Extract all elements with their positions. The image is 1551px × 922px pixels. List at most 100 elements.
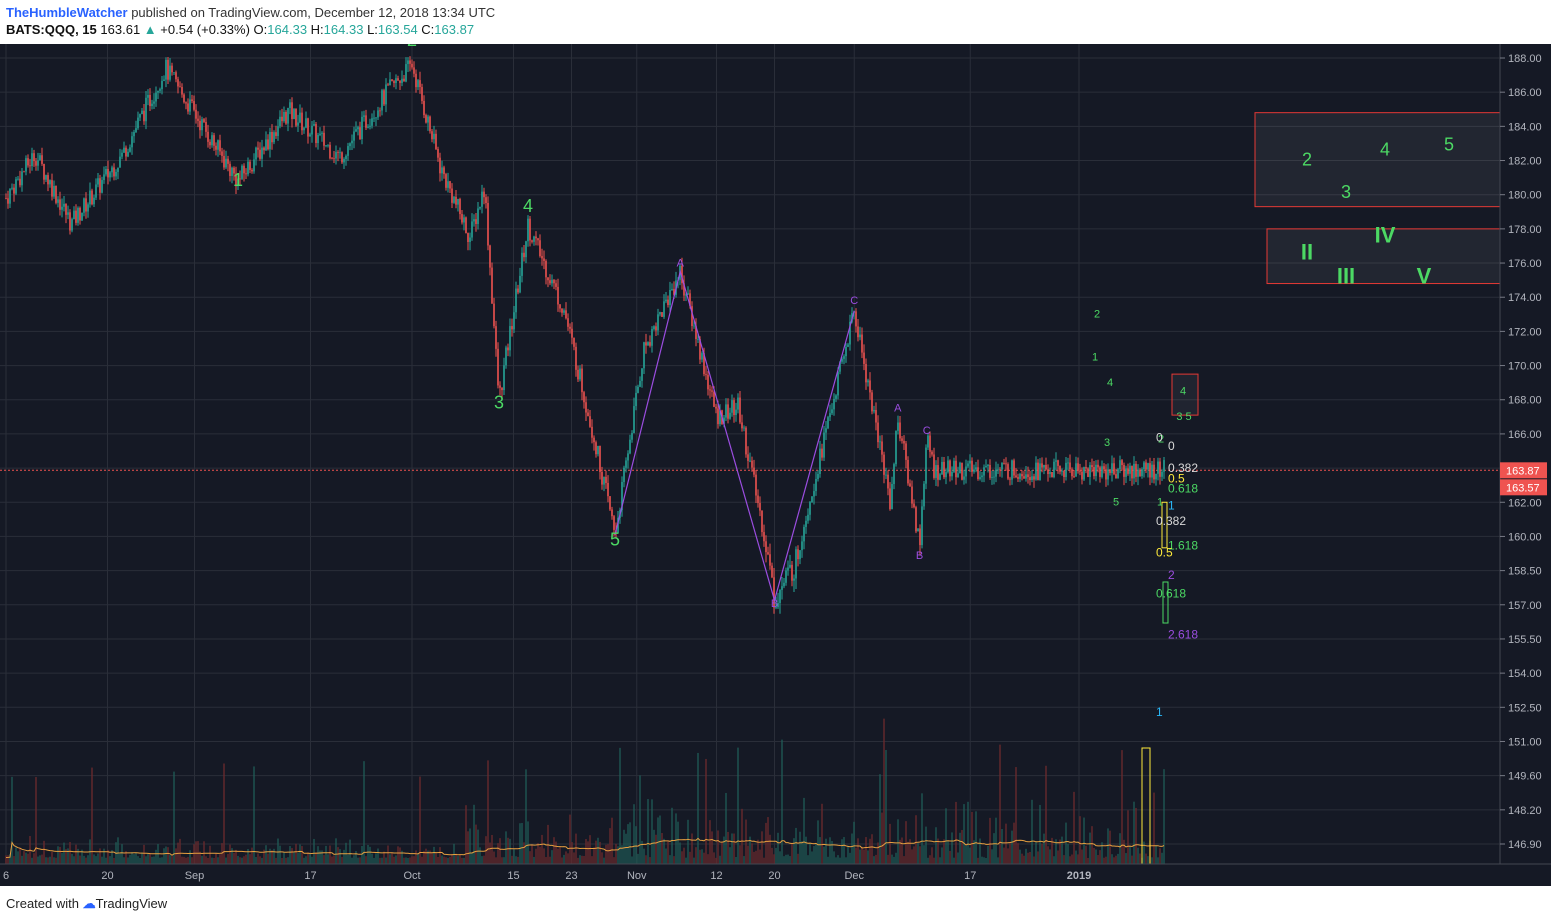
created-text: Created with xyxy=(6,896,79,911)
candle-body xyxy=(41,155,43,164)
volume-bar xyxy=(971,811,973,864)
volume-bar xyxy=(693,857,695,864)
candle-body xyxy=(707,374,709,390)
volume-bar xyxy=(233,852,235,864)
volume-bar xyxy=(141,852,143,864)
volume-bar xyxy=(791,843,793,864)
candle-body xyxy=(423,100,425,116)
volume-bar xyxy=(955,801,957,864)
candle-body xyxy=(383,90,385,105)
volume-bar xyxy=(37,856,39,864)
volume-bar xyxy=(609,828,611,864)
candle-body xyxy=(243,165,245,174)
volume-bar xyxy=(1049,849,1051,864)
symbol-label[interactable]: BATS:QQQ, 15 xyxy=(6,22,97,37)
volume-bar xyxy=(1023,855,1025,864)
volume-bar xyxy=(533,856,535,864)
candle-body xyxy=(121,152,123,157)
volume-bar xyxy=(277,838,279,864)
volume-bar xyxy=(983,857,985,864)
candle-body xyxy=(969,460,971,464)
volume-bar xyxy=(155,849,157,864)
candle-body xyxy=(251,169,253,172)
volume-bar xyxy=(977,857,979,864)
candle-body xyxy=(1115,474,1117,479)
candle-body xyxy=(341,152,343,163)
candle-body xyxy=(191,99,193,102)
candle-body xyxy=(579,368,581,380)
volume-bar xyxy=(743,856,745,864)
volume-bar xyxy=(389,854,391,864)
volume-bar xyxy=(895,852,897,864)
price-tick-label: 168.00 xyxy=(1508,395,1542,407)
candle-body xyxy=(589,416,591,427)
volume-bar xyxy=(275,857,277,864)
candle-body xyxy=(657,314,659,331)
time-tick-label: 23 xyxy=(565,870,577,882)
volume-bar xyxy=(961,830,963,864)
volume-bar xyxy=(169,855,171,864)
candle-body xyxy=(211,135,213,146)
volume-bar xyxy=(47,857,49,864)
candle-body xyxy=(919,528,921,546)
volume-bar xyxy=(941,847,943,864)
candle-body xyxy=(513,312,515,330)
volume-bar xyxy=(787,854,789,864)
volume-bar xyxy=(817,820,819,864)
volume-bar xyxy=(1079,816,1081,864)
candle-body xyxy=(539,240,541,257)
volume-bar xyxy=(223,763,225,864)
price-tick-label: 178.00 xyxy=(1508,224,1542,236)
volume-bar xyxy=(203,841,205,864)
volume-bar xyxy=(545,857,547,864)
author-link[interactable]: TheHumbleWatcher xyxy=(6,5,128,20)
candle-body xyxy=(1145,462,1147,470)
volume-bar xyxy=(325,845,327,864)
candle-body xyxy=(745,427,747,455)
volume-bar xyxy=(899,839,901,864)
price-chart[interactable]: 12345ABCABC214352143 5000.3820.50.61810.… xyxy=(0,44,1551,886)
candle-body xyxy=(887,474,889,489)
candle-body xyxy=(859,334,861,338)
volume-bar xyxy=(287,857,289,864)
volume-bar xyxy=(549,856,551,864)
candle-body xyxy=(713,391,715,407)
candle-body xyxy=(261,147,263,159)
candle-body xyxy=(739,397,741,423)
volume-bar xyxy=(715,857,717,864)
candle-body xyxy=(549,280,551,284)
candle-body xyxy=(407,60,409,65)
candle-body xyxy=(281,116,283,122)
candle-body xyxy=(441,167,443,174)
candle-body xyxy=(1043,464,1045,468)
candle-body xyxy=(1111,463,1113,474)
volume-bar xyxy=(979,838,981,864)
candle-body xyxy=(437,149,439,158)
tradingview-brand[interactable]: TradingView xyxy=(95,896,168,911)
candle-body xyxy=(587,412,589,417)
volume-bar xyxy=(117,837,119,864)
volume-bar xyxy=(367,844,369,864)
candle-body xyxy=(403,78,405,82)
volume-bar xyxy=(455,853,457,864)
volume-bar xyxy=(559,847,561,864)
candle-body xyxy=(1123,465,1125,477)
candle-body xyxy=(651,329,653,346)
price-axis[interactable]: 188.00 186.00 184.00 182.00 180.00 178.00 176.… xyxy=(1500,53,1547,851)
volume-bar xyxy=(327,854,329,864)
volume-bar xyxy=(91,767,93,864)
volume-bar xyxy=(111,850,113,864)
volume-bar xyxy=(503,857,505,864)
volume-bar xyxy=(563,854,565,864)
volume-bar xyxy=(1083,817,1085,864)
candle-body xyxy=(529,218,531,241)
volume-bar xyxy=(989,817,991,864)
candle-body xyxy=(965,466,967,477)
last-price: 163.61 xyxy=(100,22,141,37)
candle-body xyxy=(643,342,645,369)
volume-bar xyxy=(463,857,465,864)
volume-bar xyxy=(531,845,533,864)
time-tick-label: Sep xyxy=(185,870,205,882)
volume-bar xyxy=(101,856,103,864)
time-axis[interactable]: 6 20 Sep 17 Oct 15 23 Nov 12 20 Dec 17 2019 xyxy=(3,870,1091,882)
